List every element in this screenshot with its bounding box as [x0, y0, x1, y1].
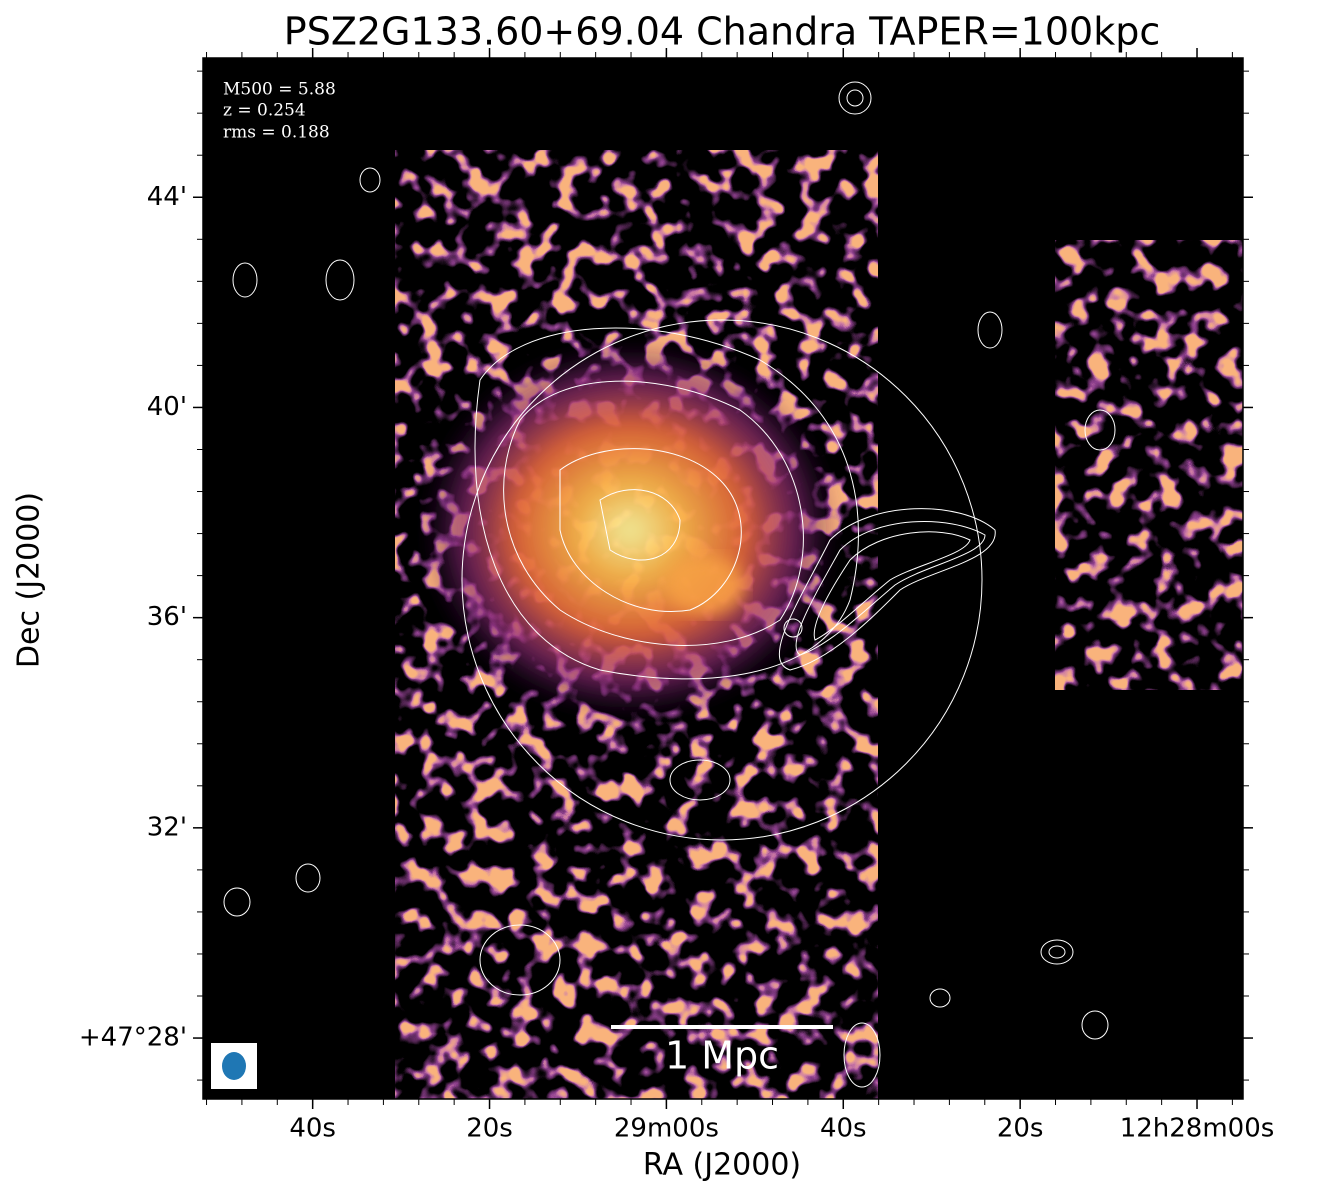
x-tick-label: 20s: [997, 1114, 1044, 1144]
annotation: rms = 0.188: [223, 123, 330, 143]
y-axis-label: Dec (J2000): [12, 492, 47, 668]
plot-frame: [202, 57, 1244, 1100]
y-tick-label: 44': [147, 182, 187, 212]
y-tick-label: +47°28': [79, 1023, 187, 1053]
annotation: M500 = 5.88: [223, 80, 336, 100]
x-tick-label: 12h28m00s: [1120, 1114, 1275, 1144]
x-tick-label: 20s: [466, 1114, 513, 1144]
x-tick-label: 40s: [289, 1114, 336, 1144]
scalebar-label: 1 Mpc: [665, 1034, 779, 1078]
x-axis-label: RA (J2000): [643, 1148, 801, 1183]
y-tick-label: 36': [147, 602, 187, 632]
x-tick-label: 29m00s: [614, 1114, 719, 1144]
annotation: z = 0.254: [223, 101, 306, 121]
image: 1 Mpc: [203, 58, 1243, 1099]
chart-title: PSZ2G133.60+69.04 Chandra TAPER=100kpc: [284, 10, 1160, 54]
x-tick-label: 40s: [820, 1114, 867, 1144]
y-tick-label: 32': [147, 812, 187, 842]
y-tick-label: 40': [147, 392, 187, 422]
